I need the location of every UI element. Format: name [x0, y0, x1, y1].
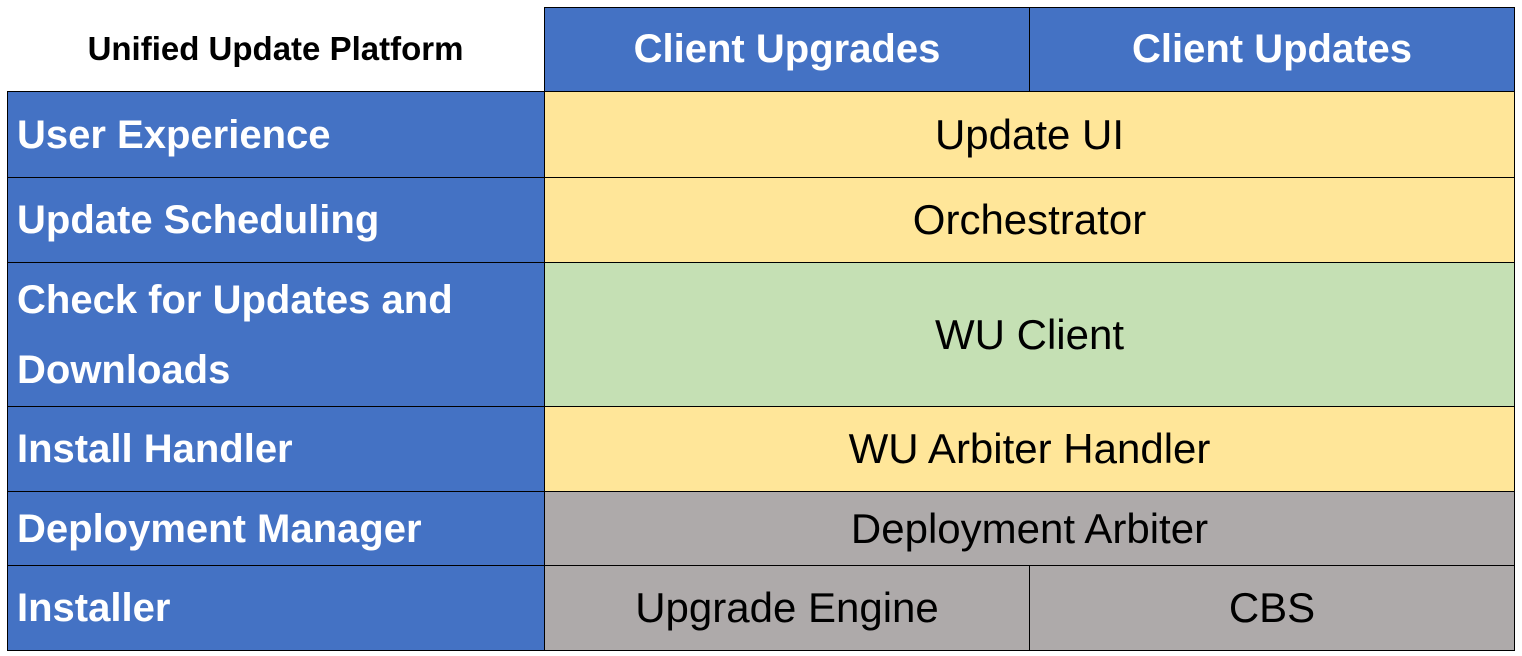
column-header-client-updates: Client Updates [1029, 7, 1515, 92]
cell-wu-arbiter-handler: WU Arbiter Handler [544, 406, 1515, 492]
cell-upgrade-engine: Upgrade Engine [544, 565, 1030, 651]
cell-update-ui: Update UI [544, 91, 1515, 178]
cell-deployment-arbiter: Deployment Arbiter [544, 491, 1515, 566]
cell-wu-client: WU Client [544, 262, 1515, 407]
row-label-installer: Installer [7, 565, 545, 651]
cell-orchestrator: Orchestrator [544, 177, 1515, 263]
row-label-deployment-manager: Deployment Manager [7, 491, 545, 566]
cell-cbs: CBS [1029, 565, 1515, 651]
row-label-user-experience: User Experience [7, 91, 545, 178]
column-header-client-upgrades: Client Upgrades [544, 7, 1030, 92]
row-label-install-handler: Install Handler [7, 406, 545, 492]
row-label-check-for-updates: Check for Updates and Downloads [7, 262, 545, 407]
row-label-update-scheduling: Update Scheduling [7, 177, 545, 263]
table-title: Unified Update Platform [87, 30, 464, 67]
